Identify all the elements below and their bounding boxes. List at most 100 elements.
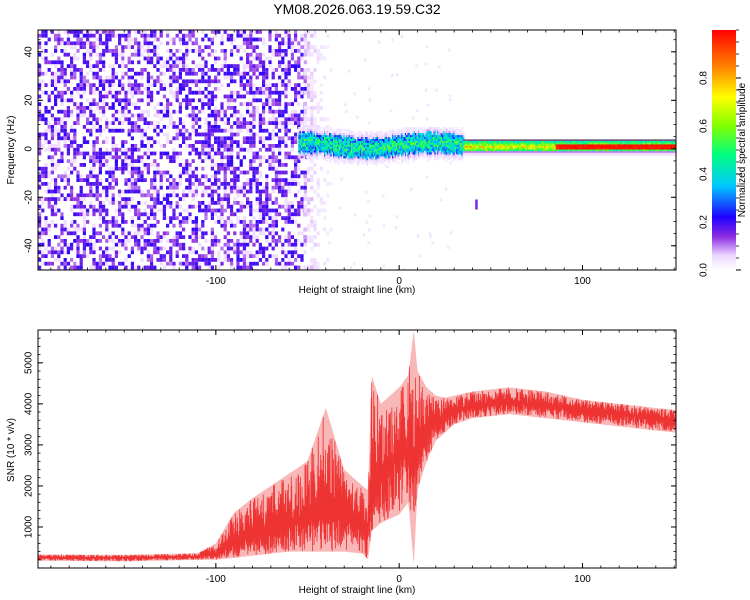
spectrogram-cell <box>317 140 320 143</box>
spectrogram-cell <box>365 159 367 163</box>
spectrogram-cell <box>349 161 352 165</box>
spectrogram-cell <box>401 138 403 141</box>
spectrogram-cell <box>397 152 400 155</box>
spectrogram-cell <box>333 159 335 163</box>
spectrogram-cell <box>153 201 157 205</box>
spectrogram-cell <box>313 148 316 151</box>
spectrogram-cell <box>207 113 211 118</box>
spectrogram-cell <box>239 45 243 49</box>
spectrogram-cell <box>394 144 397 147</box>
spectrogram-cell <box>172 265 176 270</box>
spectrogram-cell <box>137 170 141 175</box>
spectrogram-cell <box>365 142 367 145</box>
spectrogram-cell <box>50 79 54 84</box>
spectrogram-cell <box>111 155 115 160</box>
spectrogram-cell <box>298 127 301 130</box>
spectrogram-cell <box>410 132 412 136</box>
spectrogram-cell <box>226 64 230 68</box>
spectrogram-cell <box>320 144 323 147</box>
spectrogram-cell <box>401 128 403 132</box>
spectrogram-cell <box>210 239 214 243</box>
spectrogram-cell <box>54 37 58 42</box>
spectrogram-cell <box>376 146 379 149</box>
spectrogram-cell <box>79 201 83 205</box>
spectrogram-cell <box>111 30 115 34</box>
spectrogram-cell <box>395 130 398 134</box>
spectrogram-cell <box>249 265 253 270</box>
spectrogram-cell <box>368 130 371 134</box>
spectrogram-cell <box>287 189 291 194</box>
spectrogram-cell <box>367 152 370 155</box>
spectrogram-cell <box>326 134 329 137</box>
spectrogram-cell <box>252 174 256 179</box>
spectrogram-cell <box>294 166 298 171</box>
spectrogram-cell <box>143 220 147 224</box>
spectrogram-cell <box>281 204 285 209</box>
spectrogram-cell <box>329 146 331 149</box>
spectrogram-cell <box>429 134 432 137</box>
spectrogram-cell <box>281 56 285 61</box>
spectrogram-cell <box>98 265 102 270</box>
spectrogram-cell <box>433 146 435 149</box>
spectrogram-cell <box>92 231 96 236</box>
spectrogram-cell <box>434 146 437 149</box>
spectrogram-cell <box>434 130 437 134</box>
spectrogram-cell <box>223 250 227 255</box>
spectrogram-cell <box>327 144 330 147</box>
spectrogram-cell <box>338 159 340 163</box>
spectrogram-cell <box>130 261 134 266</box>
spectrogram-cell <box>377 150 380 153</box>
spectrogram-cell <box>421 152 424 155</box>
spectrogram-cell <box>191 33 195 38</box>
spectrogram-cell <box>70 64 74 68</box>
spectrogram-cell <box>134 128 138 133</box>
spectrogram-cell <box>137 265 141 270</box>
spectrogram-cell <box>438 156 441 159</box>
spectrogram-cell <box>66 227 70 232</box>
spectrogram-cell <box>392 138 394 141</box>
spectrogram-cell <box>385 130 388 134</box>
spectrogram-cell <box>146 250 150 255</box>
spectrogram-cell <box>134 178 138 182</box>
spectrogram-cell <box>436 156 439 159</box>
spectrogram-cell <box>140 235 144 239</box>
spectrogram-cell <box>41 117 45 122</box>
spectrogram-cell <box>324 150 326 153</box>
spectrogram-cell <box>311 150 314 153</box>
spectrogram-cell <box>79 83 83 87</box>
spectrogram-cell <box>220 49 224 53</box>
spectrogram-cell <box>95 64 99 68</box>
spectrogram-cell <box>408 140 411 143</box>
spectrogram-cell <box>252 261 256 266</box>
spectrogram-cell <box>298 136 301 139</box>
spectrogram-cell <box>185 71 189 76</box>
spectrogram-cell <box>419 156 421 159</box>
spectrogram-cell <box>258 216 262 220</box>
spectrogram-cell <box>421 130 424 134</box>
spectrogram-cell <box>262 79 266 84</box>
spectrogram-cell <box>419 142 421 145</box>
spectrogram-cell <box>82 79 86 84</box>
spectrogram-cell <box>315 136 317 139</box>
spectrogram-cell <box>374 150 376 153</box>
spectrogram-cell <box>239 185 243 190</box>
spectrogram-cell <box>340 148 343 151</box>
spectrogram-cell <box>393 150 396 153</box>
spectrogram-cell <box>207 90 211 95</box>
spectrogram-cell <box>315 154 317 157</box>
spectrogram-cell <box>156 197 160 201</box>
spectrogram-cell <box>419 138 421 141</box>
spectrogram-cell <box>303 193 307 198</box>
spectrogram-cell <box>420 146 423 149</box>
spectrogram-cell <box>204 231 208 236</box>
spectrogram-cell <box>436 142 439 145</box>
spectrogram-cell <box>191 220 195 224</box>
spectrogram-cell <box>50 208 54 213</box>
spectrogram-cell <box>210 227 214 232</box>
spectrogram-cell <box>443 144 446 147</box>
spectrogram-cell <box>330 128 333 132</box>
spectrogram-cell <box>290 64 294 68</box>
spectrogram-cell <box>327 148 330 151</box>
spectrogram-cell <box>381 142 384 145</box>
spectrogram-cell <box>63 174 67 179</box>
